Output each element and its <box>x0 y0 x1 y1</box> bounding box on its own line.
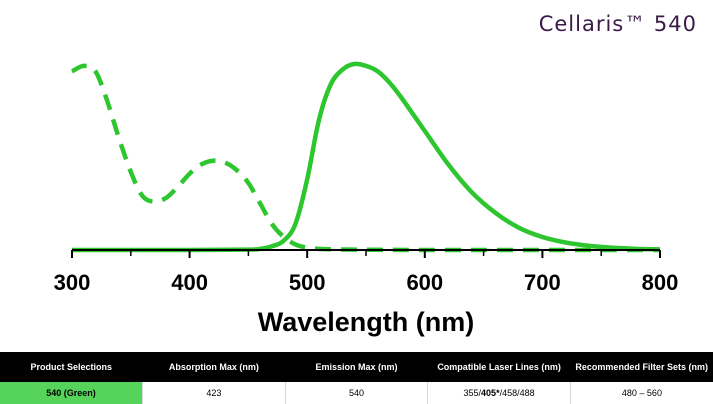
table-row: 540 (Green) 423 540 355/405*/458/488 480… <box>0 382 713 404</box>
x-tick-label: 800 <box>642 270 679 295</box>
x-ticks: 300 400 500 600 700 800 <box>54 250 679 295</box>
spectrum-chart: 300 400 500 600 700 800 Wavelength (nm) <box>54 61 679 337</box>
emission-curve <box>71 61 661 253</box>
x-tick-label: 400 <box>171 270 208 295</box>
cell-absorption: 423 <box>142 382 286 404</box>
brand-title: Cellaris™ 540 <box>538 12 697 36</box>
x-tick-label: 300 <box>54 270 91 295</box>
cell-filter-sets: 480 – 560 <box>570 382 713 404</box>
x-tick-label: 700 <box>524 270 561 295</box>
cell-product: 540 (Green) <box>0 382 144 404</box>
header-laser-lines: Compatible Laser Lines (nm) <box>427 352 571 382</box>
laser-lines-bold: 405* <box>481 388 500 398</box>
header-absorption-max: Absorption Max (nm) <box>142 352 286 382</box>
cell-emission: 540 <box>285 382 429 404</box>
laser-lines-after: /458/488 <box>499 388 535 398</box>
header-product-selections: Product Selections <box>0 352 143 382</box>
cell-laser-lines: 355/405*/458/488 <box>427 382 571 404</box>
absorption-curve <box>70 63 660 253</box>
header-filter-sets: Recommended Filter Sets (nm) <box>570 352 713 382</box>
product-table: Product Selections Absorption Max (nm) E… <box>0 352 713 404</box>
curves <box>70 61 661 253</box>
laser-lines-before: 355/ <box>463 388 482 398</box>
x-tick-label: 500 <box>289 270 326 295</box>
header-emission-max: Emission Max (nm) <box>285 352 428 382</box>
x-tick-label: 600 <box>406 270 443 295</box>
x-axis-title: Wavelength (nm) <box>258 307 475 337</box>
